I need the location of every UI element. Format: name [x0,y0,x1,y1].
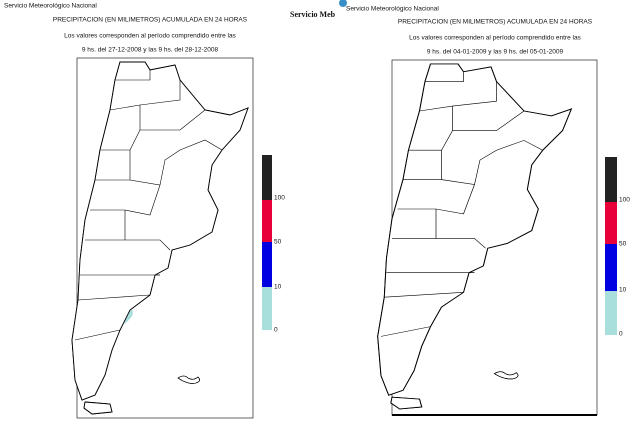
logo [339,0,347,7]
period-intro: Los valores corresponden al período comp… [409,35,581,42]
legend-swatch [262,287,272,330]
legend-label: 50 [619,241,627,248]
map [71,61,249,415]
legend-swatch [605,202,617,244]
legend-label: 10 [619,287,627,294]
map [377,63,572,410]
map-title: PRECIPITACION (EN MILIMETROS) ACUMULADA … [398,19,593,26]
legend-label: 50 [274,239,282,246]
agency-short: Servicio Meb [290,10,336,19]
legend-label: 100 [274,195,285,202]
legend-label: 0 [274,327,278,334]
period: 9 hs. del 04-01-2009 y las 9 hs. del 05-… [427,49,564,56]
agency: Servicio Meteorológico Nacional [346,6,439,13]
map-title: PRECIPITACION (EN MILIMETROS) ACUMULADA … [53,17,248,24]
legend-swatch [262,242,272,287]
legend-swatch [262,155,272,200]
period-intro: Los valores corresponden al período comp… [64,33,236,40]
period: 9 hs. del 27-12-2008 y las 9 hs. del 28-… [82,47,219,54]
legend-label: 10 [274,284,282,291]
legend-swatch [605,244,617,291]
legend: 100 50 10 0 [605,157,630,338]
legend-swatch [262,200,272,242]
legend-swatch [605,157,617,202]
legend-label: 100 [619,197,630,204]
legend-swatch [605,291,617,335]
legend: 100 50 10 0 [262,155,285,334]
agency: Servicio Meteorológico Nacional [4,3,97,10]
legend-label: 0 [619,331,623,338]
